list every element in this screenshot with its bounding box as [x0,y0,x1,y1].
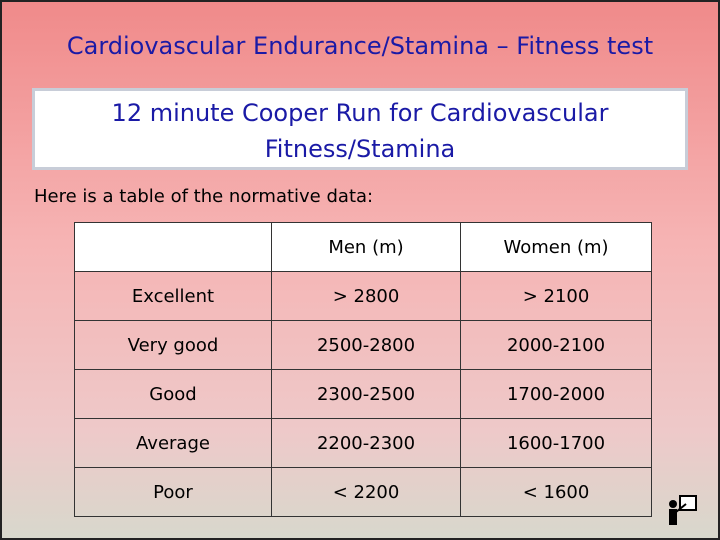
table-cell: 2300-2500 [271,369,461,419]
presenter-icon [669,495,697,525]
table-cell: Men (m) [271,222,461,272]
table-cell: Women (m) [460,222,652,272]
table-row: Very good 2500-2800 2000-2100 [74,320,652,370]
table: Men (m) Women (m) Excellent > 2800 > 2100 Ver… [74,222,652,517]
table-row: Men (m) Women (m) [74,222,652,272]
subtitle-box: 12 minute Cooper Run for Cardiovascular … [32,88,688,170]
table-row: Good 2300-2500 1700-2000 [74,369,652,419]
table-cell: Very good [74,320,272,370]
table-cell: 2200-2300 [271,418,461,468]
table-cell: Average [74,418,272,468]
table-cell: < 2200 [271,467,461,517]
table-cell: 1600-1700 [460,418,652,468]
title: Cardiovascular Endurance/Stamina – Fitne… [66,32,654,60]
table-cell [74,222,272,272]
table-cell: < 1600 [460,467,652,517]
table-cell: Poor [74,467,272,517]
table-cell: Excellent [74,271,272,321]
table-row: Poor < 2200 < 1600 [74,467,652,517]
table-cell: Good [74,369,272,419]
table-row: Excellent > 2800 > 2100 [74,271,652,321]
table-cell: 1700-2000 [460,369,652,419]
table-cell: 2000-2100 [460,320,652,370]
table-cell: > 2100 [460,271,652,321]
intro: Here is a table of the normative data: [34,186,374,207]
table-row: Average 2200-2300 1600-1700 [74,418,652,468]
table-cell: 2500-2800 [271,320,461,370]
table-cell: > 2800 [271,271,461,321]
